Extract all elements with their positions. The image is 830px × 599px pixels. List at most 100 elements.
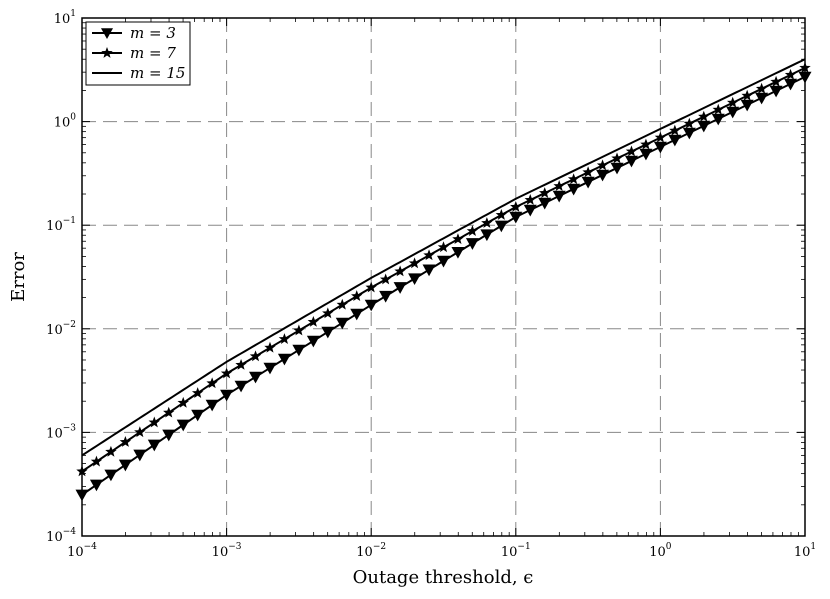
series-line <box>81 58 806 457</box>
triangle-marker <box>538 197 552 210</box>
legend-label: m = 15 <box>130 64 185 82</box>
triangle-marker <box>610 162 624 175</box>
star-marker <box>539 187 551 198</box>
legend-label: m = 3 <box>130 24 176 42</box>
legend-label: m = 7 <box>130 44 176 62</box>
series-triangle-down <box>75 71 812 502</box>
y-axis-title: Error <box>8 252 29 302</box>
triangle-marker <box>133 449 147 462</box>
star-marker <box>669 124 681 136</box>
star-marker <box>726 96 739 108</box>
star-marker <box>553 180 565 192</box>
star-marker <box>336 298 348 310</box>
y-tick-label: 10−1 <box>46 216 76 234</box>
series-star <box>76 61 811 477</box>
triangle-marker <box>755 92 769 105</box>
x-tick-label: 100 <box>649 542 672 560</box>
star-marker <box>625 145 638 157</box>
star-marker <box>712 103 724 115</box>
triangle-marker <box>668 134 682 147</box>
triangle-marker <box>408 273 422 286</box>
star-marker <box>134 426 146 438</box>
star-marker <box>119 436 132 447</box>
triangle-marker <box>523 204 537 217</box>
star-marker <box>582 166 594 178</box>
triangle-marker <box>379 290 393 303</box>
y-tick-label: 10−4 <box>46 527 76 545</box>
triangle-marker <box>567 183 581 196</box>
triangle-marker <box>89 479 103 492</box>
star-marker <box>293 324 305 336</box>
series-layer <box>75 58 812 502</box>
star-marker <box>784 68 797 80</box>
triangle-marker <box>104 469 118 482</box>
triangle-marker <box>437 255 450 268</box>
triangle-marker <box>494 220 508 233</box>
triangle-marker <box>350 308 364 321</box>
triangle-marker <box>451 246 465 259</box>
x-tick-labels: 10−4 10−3 10−2 10−1 100 101 <box>67 542 816 560</box>
y-tick-label: 10−3 <box>46 423 76 441</box>
plot-background <box>82 18 805 536</box>
triangle-marker <box>726 106 740 119</box>
triangle-marker <box>176 419 190 432</box>
star-marker <box>741 89 753 101</box>
star-marker <box>510 200 522 212</box>
legend: m = 3 m = 7 m = 15 <box>85 21 191 86</box>
star-marker <box>481 217 493 228</box>
triangle-marker <box>263 362 277 375</box>
star-marker <box>452 233 464 245</box>
triangle-marker <box>306 335 320 348</box>
star-marker <box>307 315 320 327</box>
triangle-marker <box>769 85 783 98</box>
star-marker <box>611 152 623 164</box>
triangle-marker <box>205 399 219 412</box>
triangle-marker <box>393 282 407 294</box>
star-marker <box>423 249 435 261</box>
star-marker <box>365 281 377 293</box>
star-marker <box>379 273 392 285</box>
star-marker <box>596 159 609 171</box>
star-marker <box>90 455 103 467</box>
x-tick-label: 10−4 <box>67 542 97 560</box>
triangle-marker <box>118 459 132 472</box>
star-marker <box>163 406 175 418</box>
star-marker <box>351 290 363 302</box>
triangle-marker <box>711 113 725 126</box>
triangle-marker <box>509 211 523 224</box>
star-marker <box>524 194 536 205</box>
triangle-marker <box>465 238 479 250</box>
plot-frame <box>81 17 806 537</box>
triangle-marker <box>697 120 711 133</box>
y-tick-label: 100 <box>54 113 77 131</box>
x-tick-label: 10−3 <box>212 542 242 560</box>
star-marker <box>220 367 233 379</box>
star-marker <box>322 307 334 319</box>
triangle-marker <box>321 326 335 339</box>
triangle-marker <box>249 371 263 384</box>
star-marker <box>264 341 276 353</box>
star-marker <box>495 209 508 220</box>
triangle-marker <box>740 99 754 112</box>
x-tick-label: 10−1 <box>501 542 531 560</box>
triangle-marker <box>552 190 566 203</box>
star-marker <box>683 117 696 129</box>
triangle-marker <box>653 141 667 154</box>
triangle-marker <box>480 229 494 242</box>
triangle-marker <box>335 317 349 330</box>
triangle-marker <box>292 344 306 357</box>
triangle-marker <box>147 439 161 452</box>
triangle-marker <box>581 176 595 189</box>
triangle-marker <box>639 148 653 161</box>
star-marker <box>755 82 768 94</box>
star-marker <box>148 416 161 428</box>
star-marker <box>206 377 218 389</box>
legend-star-marker <box>101 47 113 58</box>
star-marker <box>654 131 667 143</box>
triangle-marker <box>234 380 248 393</box>
star-marker <box>278 333 291 344</box>
star-marker <box>191 387 204 398</box>
y-tick-label: 10−2 <box>46 320 76 338</box>
star-marker <box>567 173 580 185</box>
